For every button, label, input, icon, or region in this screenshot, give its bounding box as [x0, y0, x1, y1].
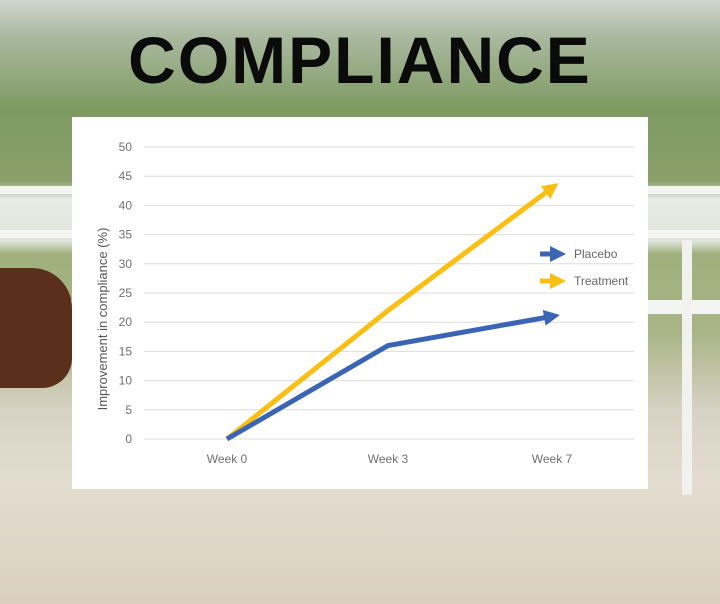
x-tick-label: Week 7: [532, 452, 573, 466]
page-title: COMPLIANCE: [128, 23, 592, 97]
legend-label: Treatment: [574, 274, 629, 288]
y-axis-label: Improvement in compliance (%): [95, 228, 110, 411]
legend-item-placebo: Placebo: [540, 245, 618, 263]
y-tick-label: 25: [119, 286, 133, 300]
legend-item-treatment: Treatment: [540, 272, 629, 290]
y-tick-label: 10: [119, 374, 133, 388]
background-post: [682, 240, 692, 495]
series-line-treatment: [225, 183, 559, 441]
y-tick-label: 15: [119, 344, 133, 358]
y-tick-label: 30: [119, 257, 133, 271]
series-line-placebo: [225, 309, 560, 442]
y-tick-label: 50: [119, 140, 133, 154]
background-horse: [0, 268, 72, 388]
legend-label: Placebo: [574, 247, 618, 261]
x-tick-label: Week 0: [207, 452, 248, 466]
y-tick-label: 35: [119, 228, 133, 242]
chart-card: 0 5 10 15 20 25 30 35 40 45 50 Week 0 Week 3 Week 7 …: [72, 117, 648, 489]
y-tick-label: 40: [119, 198, 133, 212]
y-tick-label: 5: [125, 403, 132, 417]
y-tick-label: 0: [125, 432, 132, 446]
x-tick-label: Week 3: [368, 452, 409, 466]
y-tick-label: 20: [119, 315, 133, 329]
y-tick-label: 45: [119, 169, 133, 183]
